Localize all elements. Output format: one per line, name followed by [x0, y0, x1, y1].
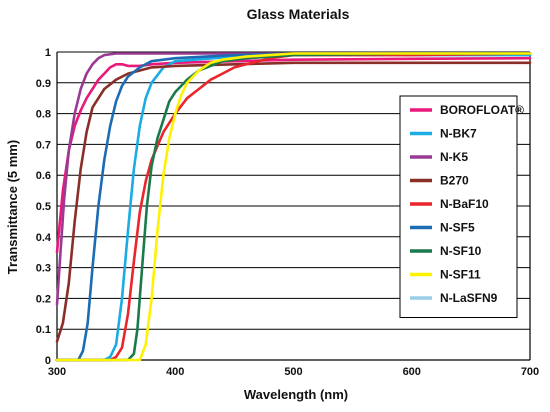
legend-label: N-BaF10 — [440, 197, 489, 211]
series-line-5 — [55, 52, 532, 362]
y-tick-label: 0.1 — [36, 324, 51, 336]
y-tick-label: 0.6 — [36, 170, 51, 182]
legend: BOROFLOAT® N-BK7 N-K5 B270 N-BaF10 N-SF5 N-SF1… — [399, 95, 524, 318]
legend-label: N-SF10 — [440, 244, 482, 258]
x-tick-label: 500 — [284, 366, 302, 378]
y-axis-label: Transmittance (5 mm) — [5, 140, 20, 274]
y-tick-label: 0.8 — [36, 109, 51, 121]
axes: 0 0.1 0.2 0.3 0.4 0.5 0.6 0.7 0.8 0.9 1 300 400 500 60… — [36, 47, 539, 378]
legend-label: N-SF11 — [440, 268, 481, 282]
legend-label: B270 — [440, 174, 469, 188]
x-tick-label: 600 — [403, 366, 421, 378]
legend-label: BOROFLOAT® — [440, 103, 524, 117]
x-tick-label: 700 — [521, 366, 539, 378]
x-tick-label: 300 — [48, 366, 66, 378]
y-tick-label: 0.2 — [36, 293, 51, 305]
y-tick-label: 0.4 — [36, 232, 52, 244]
x-axis-label: Wavelength (nm) — [244, 387, 348, 402]
y-tick-label: 0.3 — [36, 263, 51, 275]
x-tick-label: 400 — [166, 366, 184, 378]
y-tick-label: 0.9 — [36, 78, 51, 90]
y-tick-label: 0.5 — [36, 201, 51, 213]
series-line-2 — [55, 52, 532, 306]
series-line-3 — [55, 61, 532, 343]
series-line-6 — [55, 52, 532, 362]
legend-label: N-K5 — [440, 150, 468, 164]
grid-lines — [57, 51, 530, 361]
data-series — [55, 52, 532, 362]
legend-label: N-BK7 — [440, 127, 477, 141]
series-line-7 — [55, 52, 532, 362]
y-tick-label: 0 — [45, 355, 51, 367]
chart-title: Glass Materials — [247, 6, 350, 22]
y-tick-label: 0.7 — [36, 139, 51, 151]
legend-label: N-SF5 — [440, 221, 475, 235]
y-tick-label: 1 — [45, 47, 51, 59]
legend-label: N-LaSFN9 — [440, 291, 498, 305]
